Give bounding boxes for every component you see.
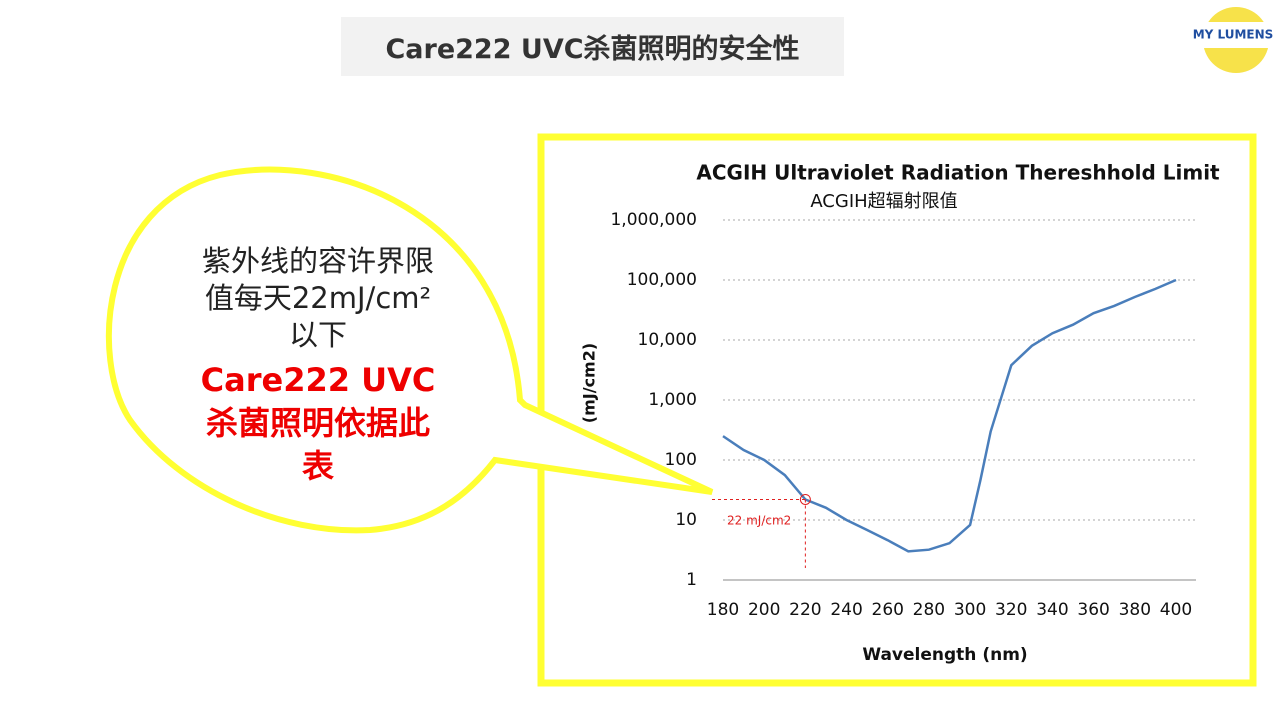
x-tick-label: 240 xyxy=(830,600,862,620)
y-tick-label: 10,000 xyxy=(638,330,697,350)
x-tick-label: 180 xyxy=(707,600,739,620)
x-tick-label: 220 xyxy=(789,600,821,620)
callout-emphasis: 表 xyxy=(302,447,334,485)
y-tick-label: 1,000 xyxy=(648,390,697,410)
callout-line: 值每天22mJ/cm² xyxy=(205,281,431,315)
x-axis-label: Wavelength (nm) xyxy=(862,645,1027,665)
y-tick-label: 100,000 xyxy=(627,270,697,290)
chart-title: ACGIH Ultraviolet Radiation Thereshhold … xyxy=(696,161,1220,185)
y-tick-label: 1,000,000 xyxy=(610,210,697,230)
x-tick-label: 380 xyxy=(1119,600,1151,620)
y-tick-label: 10 xyxy=(675,510,697,530)
x-tick-label: 320 xyxy=(995,600,1027,620)
callout-emphasis: 杀菌照明依据此 xyxy=(206,404,430,442)
chart: ACGIH Ultraviolet Radiation Thereshhold … xyxy=(580,161,1221,666)
x-tick-label: 200 xyxy=(748,600,780,620)
logo-text: MY LUMENS xyxy=(1193,28,1274,42)
annotation-label: 22 mJ/cm2 xyxy=(727,514,791,528)
annotation-marker xyxy=(799,493,811,505)
x-tick-label: 260 xyxy=(872,600,904,620)
x-tick-label: 360 xyxy=(1077,600,1109,620)
slide-title: Care222 UVC杀菌照明的安全性 xyxy=(341,17,844,76)
y-axis-label: (mJ/cm2) xyxy=(580,343,599,423)
y-tick-label: 100 xyxy=(665,450,697,470)
x-tick-label: 400 xyxy=(1160,600,1192,620)
chart-subtitle: ACGIH超辐射限值 xyxy=(810,191,957,212)
x-tick-label: 280 xyxy=(913,600,945,620)
callout-emphasis: Care222 UVC xyxy=(201,361,436,399)
x-tick-label: 340 xyxy=(1036,600,1068,620)
x-tick-label: 300 xyxy=(954,600,986,620)
logo: MY LUMENS xyxy=(1190,7,1280,73)
callout-bubble xyxy=(105,166,714,534)
logo-band xyxy=(1190,22,1280,48)
callout-line: 紫外线的容许界限 xyxy=(202,244,434,278)
callout-line: 以下 xyxy=(289,318,347,352)
y-tick-label: 1 xyxy=(686,570,697,590)
